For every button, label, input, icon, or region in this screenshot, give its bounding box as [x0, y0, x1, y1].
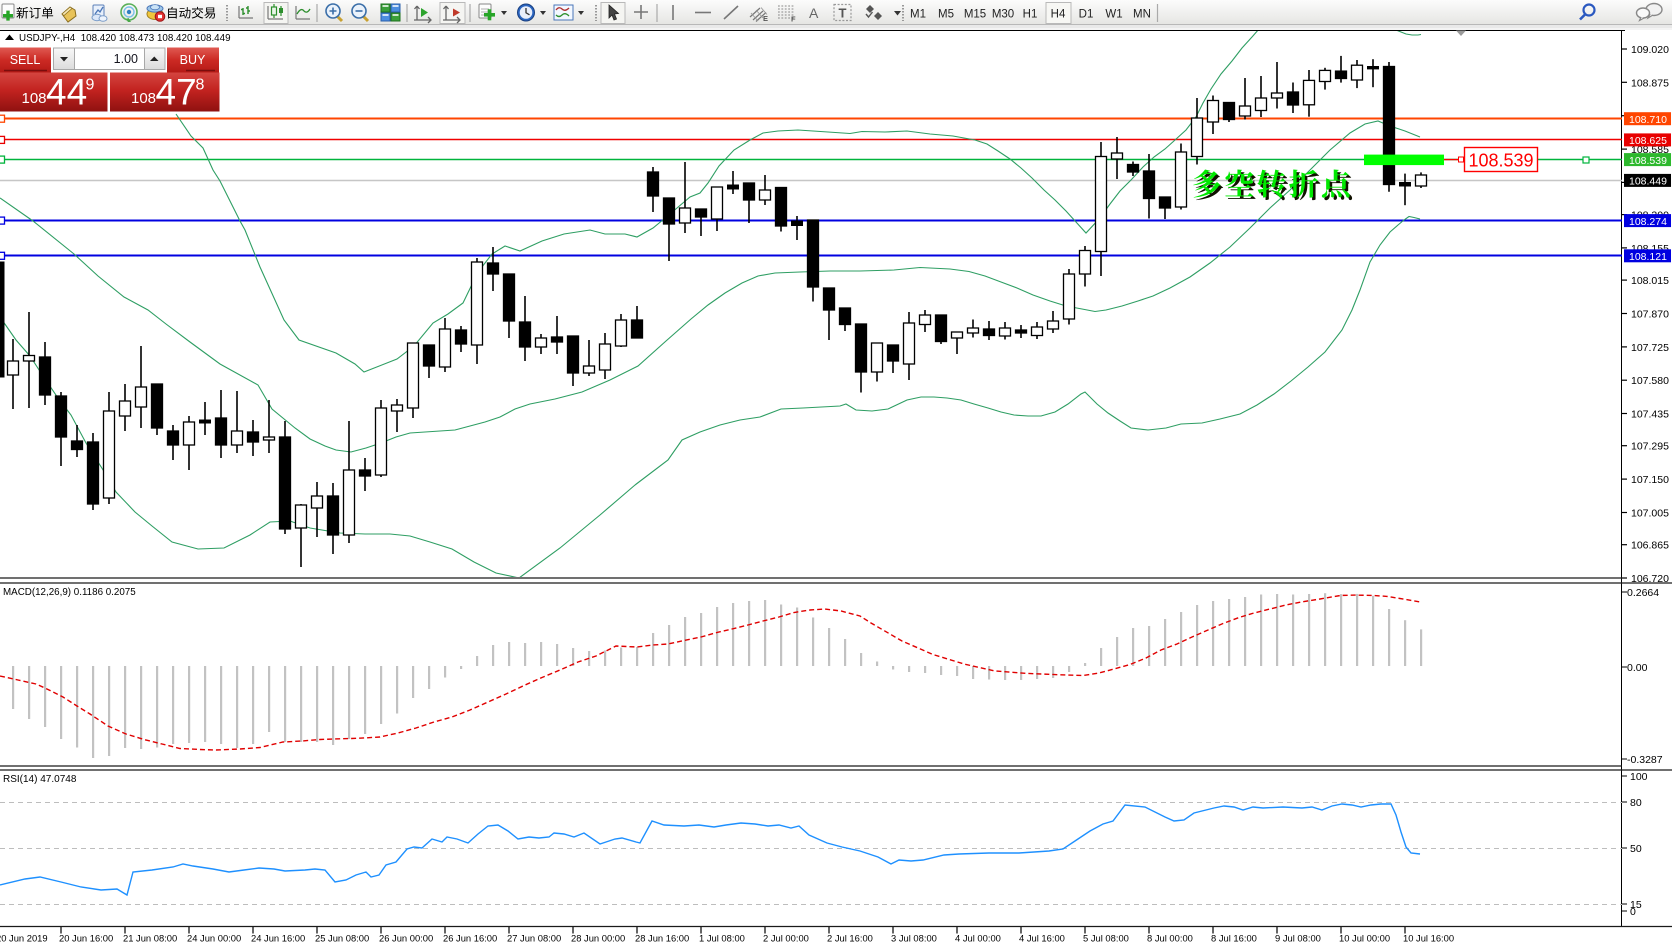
svg-text:107.435: 107.435: [1631, 409, 1669, 421]
svg-text:107.150: 107.150: [1631, 474, 1669, 486]
svg-text:A: A: [809, 5, 819, 21]
svg-text:108.625: 108.625: [1629, 135, 1667, 147]
svg-text:26 Jun 00:00: 26 Jun 00:00: [379, 933, 433, 944]
svg-text:10 Jul 00:00: 10 Jul 00:00: [1339, 933, 1390, 944]
svg-text:T: T: [839, 6, 847, 21]
svg-text:26 Jun 16:00: 26 Jun 16:00: [443, 933, 497, 944]
svg-text:0: 0: [1630, 906, 1636, 918]
svg-text:108.449: 108.449: [1629, 176, 1667, 188]
svg-text:MACD(12,26,9) 0.1186 0.2075: MACD(12,26,9) 0.1186 0.2075: [3, 587, 136, 598]
svg-text:USDJPY-,H4 108.420 108.473 10: USDJPY-,H4 108.420 108.473 108.420 108.4…: [19, 33, 231, 44]
svg-text:M30: M30: [992, 9, 1014, 21]
svg-text:W1: W1: [1105, 9, 1122, 21]
svg-text:80: 80: [1630, 797, 1642, 809]
svg-text:MN: MN: [1133, 9, 1151, 21]
svg-text:108.015: 108.015: [1631, 275, 1669, 287]
svg-text:M15: M15: [964, 9, 986, 21]
svg-text:20 Jun 16:00: 20 Jun 16:00: [59, 933, 113, 944]
svg-text:106.865: 106.865: [1631, 540, 1669, 552]
svg-text:H1: H1: [1023, 9, 1038, 21]
svg-text:1 Jul 08:00: 1 Jul 08:00: [699, 933, 745, 944]
svg-text:44: 44: [46, 72, 87, 113]
svg-text:4 Jul 16:00: 4 Jul 16:00: [1019, 933, 1065, 944]
svg-text:21 Jun 08:00: 21 Jun 08:00: [123, 933, 177, 944]
svg-text:100: 100: [1630, 771, 1648, 783]
svg-text:50: 50: [1630, 843, 1642, 855]
svg-text:24 Jun 00:00: 24 Jun 00:00: [187, 933, 241, 944]
svg-text:107.725: 107.725: [1631, 342, 1669, 354]
svg-text:9 Jul 08:00: 9 Jul 08:00: [1275, 933, 1321, 944]
svg-text:M1: M1: [910, 9, 926, 21]
svg-text:1.00: 1.00: [114, 52, 138, 66]
svg-text:108.274: 108.274: [1629, 216, 1667, 228]
svg-text:4 Jul 00:00: 4 Jul 00:00: [955, 933, 1001, 944]
svg-text:108.539: 108.539: [1468, 151, 1533, 171]
svg-text:25 Jun 08:00: 25 Jun 08:00: [315, 933, 369, 944]
svg-text:0.00: 0.00: [1627, 662, 1648, 674]
svg-text:0.2664: 0.2664: [1627, 587, 1659, 599]
svg-text:H4: H4: [1051, 9, 1066, 21]
svg-text:10 Jul 16:00: 10 Jul 16:00: [1403, 933, 1454, 944]
svg-text:F: F: [791, 15, 796, 24]
svg-text:106.720: 106.720: [1631, 573, 1669, 585]
svg-text:E: E: [763, 14, 768, 23]
svg-text:27 Jun 08:00: 27 Jun 08:00: [507, 933, 561, 944]
svg-text:109.020: 109.020: [1631, 44, 1669, 56]
svg-text:2 Jul 00:00: 2 Jul 00:00: [763, 933, 809, 944]
svg-text:3 Jul 08:00: 3 Jul 08:00: [891, 933, 937, 944]
svg-text:108: 108: [131, 90, 156, 107]
svg-text:BUY: BUY: [180, 53, 206, 67]
svg-text:107.295: 107.295: [1631, 441, 1669, 453]
svg-text:107.005: 107.005: [1631, 508, 1669, 520]
svg-text:108.875: 108.875: [1631, 77, 1669, 89]
svg-text:SELL: SELL: [10, 53, 41, 67]
svg-text:28 Jun 00:00: 28 Jun 00:00: [571, 933, 625, 944]
svg-text:2 Jul 16:00: 2 Jul 16:00: [827, 933, 873, 944]
svg-text:28 Jun 16:00: 28 Jun 16:00: [635, 933, 689, 944]
svg-text:-0.3287: -0.3287: [1627, 754, 1663, 766]
svg-text:D1: D1: [1079, 9, 1094, 21]
svg-text:8 Jul 16:00: 8 Jul 16:00: [1211, 933, 1257, 944]
svg-text:108.710: 108.710: [1629, 114, 1667, 126]
svg-text:20 Jun 2019: 20 Jun 2019: [0, 933, 48, 944]
svg-text:RSI(14) 47.0748: RSI(14) 47.0748: [3, 774, 77, 785]
svg-text:107.580: 107.580: [1631, 375, 1669, 387]
svg-text:M5: M5: [938, 9, 954, 21]
svg-text:108: 108: [22, 90, 47, 107]
svg-text:108.121: 108.121: [1629, 251, 1667, 263]
svg-text:108.539: 108.539: [1629, 155, 1667, 167]
svg-text:8: 8: [196, 77, 205, 94]
svg-text:5 Jul 08:00: 5 Jul 08:00: [1083, 933, 1129, 944]
svg-text:8 Jul 00:00: 8 Jul 00:00: [1147, 933, 1193, 944]
svg-text:24 Jun 16:00: 24 Jun 16:00: [251, 933, 305, 944]
svg-text:15: 15: [1630, 899, 1642, 911]
svg-text:107.870: 107.870: [1631, 309, 1669, 321]
svg-text:47: 47: [156, 72, 197, 113]
svg-text:9: 9: [86, 77, 95, 94]
